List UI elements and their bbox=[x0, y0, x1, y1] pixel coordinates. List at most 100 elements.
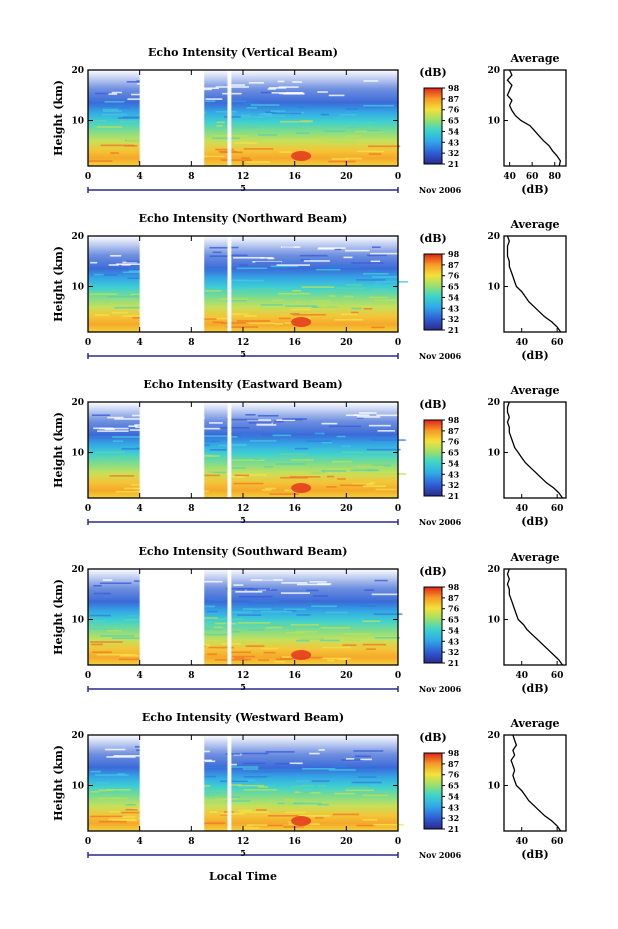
heatmap-cell bbox=[373, 439, 406, 441]
heatmap-cell bbox=[222, 92, 242, 95]
echo-panel-3: Echo Intensity (Southward Beam) 10 20 Heigh… bbox=[52, 545, 567, 695]
heatmap-cell bbox=[271, 112, 302, 115]
average-title: Average bbox=[509, 717, 559, 730]
heatmap-cell bbox=[345, 414, 360, 417]
heatmap-cell bbox=[371, 593, 402, 596]
heatmap-cell bbox=[120, 106, 130, 109]
heatmap-cell bbox=[123, 653, 138, 656]
x-tick-label: 4 bbox=[137, 338, 143, 348]
heatmap-cell bbox=[243, 315, 257, 317]
heatmap-cell bbox=[356, 465, 384, 468]
heatmap-cell bbox=[258, 786, 269, 788]
time-axis-label: Local Time bbox=[209, 870, 277, 883]
heatmap-cell bbox=[341, 313, 358, 316]
heatmap-cell bbox=[294, 791, 303, 794]
heatmap-cell bbox=[222, 643, 241, 645]
heatmap-cell bbox=[356, 150, 384, 153]
heatmap-cell bbox=[320, 626, 351, 629]
heatmap-cell bbox=[97, 430, 129, 432]
heatmap-cell bbox=[260, 610, 292, 613]
heatmap-cell bbox=[328, 94, 345, 97]
heatmap-cell bbox=[271, 770, 305, 773]
heatmap-cell bbox=[306, 589, 319, 592]
avg-x-tick-label: 40 bbox=[515, 504, 528, 514]
echo-panel-2: Echo Intensity (Eastward Beam) 10 20 Height… bbox=[52, 378, 567, 528]
heatmap-cell bbox=[271, 92, 303, 94]
heatmap-cell bbox=[363, 308, 373, 310]
heatmap-cell bbox=[226, 418, 259, 421]
heatmap-cell bbox=[125, 804, 136, 806]
heatmap-cell bbox=[90, 261, 98, 264]
heatmap-cell bbox=[369, 269, 380, 272]
heatmap-cell bbox=[296, 614, 311, 616]
heatmap-cell bbox=[326, 486, 337, 488]
heatmap-cell bbox=[255, 261, 282, 264]
average-xlabel: (dB) bbox=[521, 183, 548, 196]
colorbar-tick-label: 98 bbox=[448, 582, 460, 592]
heatmap-cell bbox=[201, 440, 217, 443]
heatmap-cell bbox=[284, 798, 295, 801]
colorbar-tick-label: 87 bbox=[448, 759, 459, 769]
heatmap-cell bbox=[356, 279, 386, 281]
heatmap-cell bbox=[239, 595, 273, 598]
heatmap-cell bbox=[290, 459, 314, 461]
heatmap-cell bbox=[320, 639, 340, 642]
colorbar-tick-label: 65 bbox=[448, 282, 459, 292]
avg-y-tick-label: 20 bbox=[487, 565, 500, 575]
x-tick-label: 0 bbox=[85, 338, 91, 348]
heatmap-cell bbox=[346, 135, 363, 137]
heatmap-cell bbox=[226, 326, 259, 328]
heatmap-cell bbox=[363, 763, 381, 766]
date-label: Nov 2006 bbox=[419, 684, 462, 694]
average-profile-line bbox=[510, 734, 562, 832]
heatmap-cell bbox=[122, 271, 141, 274]
heatmap-cell bbox=[205, 290, 222, 292]
heatmap-cell bbox=[354, 755, 371, 758]
heatmap-cell bbox=[133, 295, 143, 297]
heatmap-cell bbox=[88, 437, 114, 440]
heatmap-cell bbox=[229, 766, 259, 768]
heatmap-cell bbox=[212, 137, 240, 140]
heatmap-cell bbox=[93, 105, 117, 108]
heatmap-cell bbox=[118, 455, 151, 458]
heatmap-cell bbox=[368, 145, 401, 148]
heatmap-cell bbox=[317, 785, 327, 787]
colorbar bbox=[423, 253, 443, 331]
heatmap-cell bbox=[320, 657, 351, 660]
heatmap-cell bbox=[91, 651, 112, 654]
heatmap-cell bbox=[258, 134, 278, 136]
heatmap-cell bbox=[321, 422, 338, 425]
heatmap-cell bbox=[232, 467, 246, 469]
heatmap-cell bbox=[239, 803, 261, 806]
heatmap-cell bbox=[222, 100, 251, 103]
heatmap-cell bbox=[113, 755, 141, 757]
heatmap-cell bbox=[234, 657, 245, 660]
heatmap-cell bbox=[95, 782, 110, 784]
x-tick-label: 0 bbox=[395, 837, 401, 847]
heatmap-cell bbox=[232, 630, 240, 633]
heatmap-cell bbox=[332, 460, 352, 463]
heatmap-cell bbox=[330, 468, 354, 470]
heatmap-cell bbox=[351, 469, 379, 472]
heatmap-cell bbox=[93, 592, 111, 595]
heatmap-cell bbox=[128, 802, 141, 805]
heatmap-cell bbox=[298, 791, 313, 793]
heatmap-cell bbox=[206, 653, 217, 656]
heatmap-cell bbox=[371, 326, 385, 329]
heatmap-cell bbox=[360, 758, 372, 761]
heatmap-cell bbox=[364, 589, 375, 591]
x-tick-label: 20 bbox=[340, 172, 353, 182]
heatmap-cell bbox=[371, 464, 392, 467]
heatmap-cell bbox=[198, 87, 219, 90]
heatmap-cell bbox=[373, 613, 403, 615]
heatmap-cell bbox=[193, 617, 218, 619]
heatmap-peak bbox=[291, 317, 312, 327]
heatmap-cell bbox=[126, 139, 150, 141]
heatmap-cell bbox=[284, 802, 293, 805]
colorbar-unit: (dB) bbox=[419, 565, 446, 578]
heatmap-cell bbox=[224, 116, 241, 118]
heatmap-cell bbox=[256, 424, 277, 426]
heatmap-cell bbox=[235, 603, 253, 605]
heatmap-cell bbox=[345, 758, 355, 760]
heatmap-cell bbox=[248, 422, 272, 424]
